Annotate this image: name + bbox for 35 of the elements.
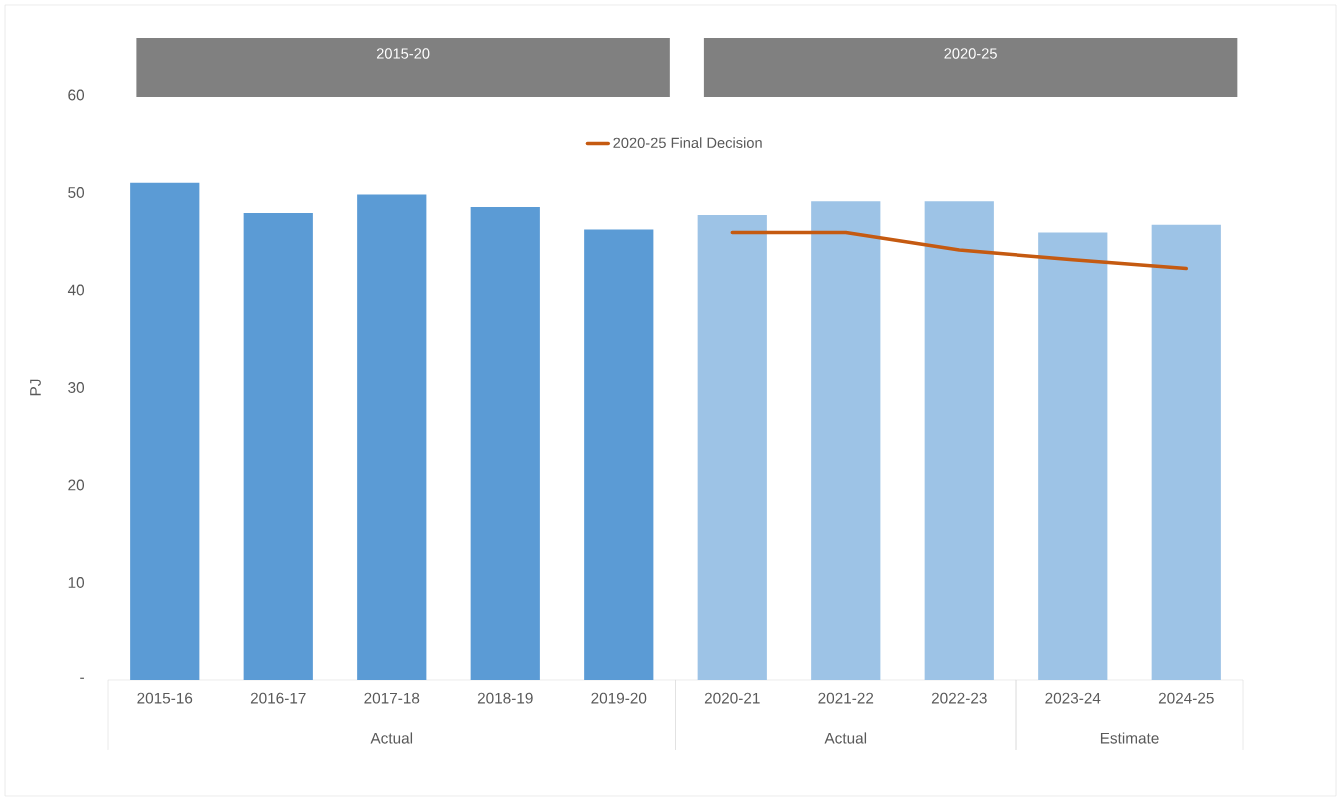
bar <box>697 214 767 680</box>
x-tick-label: 2016-17 <box>250 692 306 704</box>
y-tick-label: 50 <box>68 187 85 198</box>
x-tick-label: 2015-16 <box>137 692 193 704</box>
y-axis-title: PJ <box>30 379 41 396</box>
text: Actual <box>824 732 867 744</box>
line-series <box>730 230 1189 271</box>
y-tick-label: 20 <box>68 479 85 491</box>
bar <box>470 207 540 680</box>
text: Actual <box>370 732 413 744</box>
x-tick-label: 2024-25 <box>1158 692 1214 704</box>
text: 2020-25 <box>944 48 997 59</box>
bar <box>243 212 313 680</box>
y-tick-label: 40 <box>67 284 85 296</box>
x-tick-label: 2021-22 <box>818 692 874 704</box>
legend-label: 2020-25 Final Decision <box>613 137 762 149</box>
y-tick-label: 10 <box>68 577 85 588</box>
x-tick-label: 2017-18 <box>364 692 420 704</box>
bar <box>1151 224 1221 680</box>
bar <box>924 201 994 680</box>
x-tick-label: 2020-21 <box>704 692 760 704</box>
bar <box>357 194 427 680</box>
y-tick-label: - <box>80 677 84 679</box>
x-tick-label: 2018-19 <box>477 692 533 704</box>
x-tick-label: 2022-23 <box>931 692 987 704</box>
text: Estimate <box>1100 732 1159 744</box>
x-tick-label: 2023-24 <box>1045 692 1101 704</box>
bar <box>584 229 654 680</box>
text: 2015-20 <box>376 48 430 59</box>
bar <box>811 201 881 680</box>
bar <box>130 182 200 680</box>
y-tick-label: 30 <box>68 382 85 393</box>
x-tick-label: 2019-20 <box>591 692 647 704</box>
bar <box>1038 232 1108 680</box>
y-tick-label: 60 <box>68 89 85 101</box>
